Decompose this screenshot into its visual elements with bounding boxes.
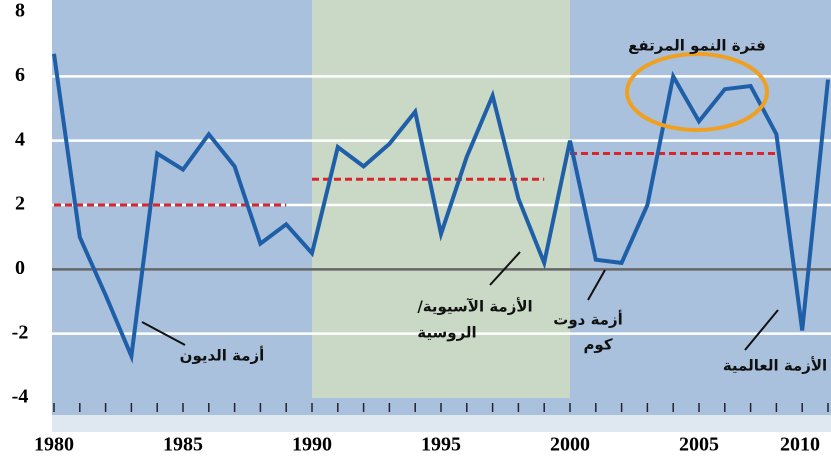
x-tick-label: 1980 xyxy=(34,434,74,456)
annotation: كوم xyxy=(583,336,612,354)
leader-line xyxy=(744,309,779,351)
x-tick-label: 2005 xyxy=(679,434,719,456)
y-tick-label: 2 xyxy=(15,193,25,215)
leader-line xyxy=(489,251,521,286)
x-tick-label: 2010 xyxy=(780,434,820,456)
y-tick-label: 0 xyxy=(15,257,25,279)
highlight-ellipse xyxy=(625,52,769,132)
shaded-region xyxy=(312,0,570,398)
y-tick-label: 8 xyxy=(15,0,25,22)
data-line xyxy=(52,53,830,364)
annotation: أزمة دوت xyxy=(553,310,622,329)
annotation: الأزمة العالمية xyxy=(723,357,827,375)
axis-band-light xyxy=(52,415,831,432)
annotation: الأزمة الآسيوية/ xyxy=(417,298,532,316)
leader-line xyxy=(141,321,186,346)
x-tick-label: 2000 xyxy=(550,434,590,456)
y-tick-label: -4 xyxy=(12,386,29,408)
annotation: فترة النمو المرتفع xyxy=(628,37,766,55)
y-tick-label: 6 xyxy=(15,64,25,86)
x-tick-label: 1990 xyxy=(292,434,332,456)
leader-line xyxy=(587,269,606,301)
annotation: أزمة الديون xyxy=(180,346,265,365)
y-tick-label: -2 xyxy=(12,321,29,343)
x-tick-label: 1985 xyxy=(163,434,203,456)
y-tick-label: 4 xyxy=(15,128,25,150)
annotation: الروسية xyxy=(417,324,476,342)
x-tick-label: 1995 xyxy=(421,434,461,456)
